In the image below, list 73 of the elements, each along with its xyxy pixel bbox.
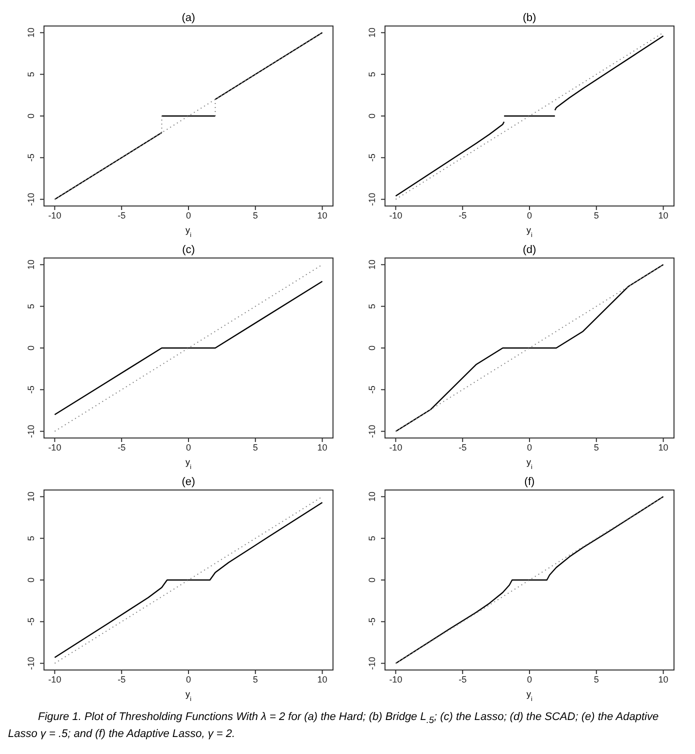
x-tick-label: -10 bbox=[48, 674, 61, 684]
x-tick-label: 10 bbox=[658, 210, 668, 220]
x-tick-label: -10 bbox=[388, 674, 402, 684]
y-tick-label: -5 bbox=[26, 154, 36, 162]
x-tick-label: -5 bbox=[117, 210, 126, 220]
y-tick-label: -10 bbox=[26, 192, 36, 206]
y-tick-label: 10 bbox=[26, 28, 36, 38]
y-tick-label: 0 bbox=[366, 577, 376, 583]
x-tick-label: 5 bbox=[252, 210, 258, 220]
x-tick-label: 5 bbox=[252, 674, 258, 684]
y-tick-label: 10 bbox=[366, 28, 376, 38]
y-tick-label: -10 bbox=[26, 424, 36, 438]
chart-title: (f) bbox=[524, 476, 534, 488]
y-tick-label: 0 bbox=[26, 577, 36, 583]
y-tick-label: 0 bbox=[366, 345, 376, 351]
y-tick-label: 5 bbox=[26, 536, 36, 541]
chart-title: (c) bbox=[182, 244, 194, 256]
x-tick-label: -10 bbox=[388, 442, 402, 452]
x-tick-label: -5 bbox=[458, 674, 466, 684]
y-tick-label: 5 bbox=[366, 304, 376, 309]
x-tick-label: 0 bbox=[185, 674, 191, 684]
y-tick-label: -10 bbox=[26, 656, 36, 670]
x-axis-title: y$_{i}$ bbox=[185, 457, 191, 470]
x-tick-label: 10 bbox=[316, 210, 327, 220]
y-tick-label: 0 bbox=[26, 345, 36, 351]
x-tick-label: -5 bbox=[117, 442, 126, 452]
x-tick-label: -5 bbox=[458, 210, 466, 220]
y-tick-label: 10 bbox=[366, 260, 376, 270]
y-tick-label: -10 bbox=[366, 424, 376, 438]
x-tick-label: -5 bbox=[458, 442, 466, 452]
chart-title: (b) bbox=[522, 12, 536, 24]
text: Figure 1. Plot of Thresholding Functions With λ = 2 for (a) the Hard; (b) Bridge L$_{.5}$; (c) the Lasso; (d) the SCAD; (e) the Adaptive Lasso γ = .5; and (f) the Adaptive Lasso, γ = 2. bbox=[8, 711, 659, 740]
y-tick-label: 10 bbox=[366, 492, 376, 502]
x-axis-title: y$_{i}$ bbox=[526, 225, 532, 238]
x-tick-label: 10 bbox=[316, 674, 327, 684]
x-tick-label: 0 bbox=[526, 210, 532, 220]
y-tick-label: 10 bbox=[26, 260, 36, 270]
y-tick-label: -5 bbox=[26, 386, 36, 394]
x-tick-label: 10 bbox=[658, 442, 668, 452]
x-tick-label: 0 bbox=[185, 210, 191, 220]
x-tick-label: 5 bbox=[593, 442, 598, 452]
x-tick-label: 5 bbox=[252, 442, 258, 452]
y-tick-label: 5 bbox=[26, 304, 36, 309]
x-tick-label: 0 bbox=[526, 442, 532, 452]
x-tick-label: 5 bbox=[593, 210, 598, 220]
x-tick-label: -10 bbox=[48, 210, 61, 220]
y-tick-label: 0 bbox=[26, 113, 36, 119]
chart-title: (a) bbox=[181, 12, 195, 24]
x-tick-label: 0 bbox=[526, 674, 532, 684]
x-axis-title: y$_{i}$ bbox=[185, 689, 191, 702]
x-tick-label: -5 bbox=[117, 674, 126, 684]
x-tick-label: 5 bbox=[593, 674, 598, 684]
x-tick-label: 0 bbox=[185, 442, 191, 452]
y-tick-label: 5 bbox=[366, 72, 376, 77]
x-tick-label: -10 bbox=[388, 210, 402, 220]
y-tick-label: -5 bbox=[26, 618, 36, 626]
chart-title: (d) bbox=[522, 244, 536, 256]
x-tick-label: 10 bbox=[658, 674, 668, 684]
x-axis-title: y$_{i}$ bbox=[526, 689, 532, 702]
y-tick-label: 5 bbox=[26, 72, 36, 77]
y-tick-label: 0 bbox=[366, 113, 376, 119]
y-tick-label: -5 bbox=[366, 386, 376, 394]
y-tick-label: -10 bbox=[366, 192, 376, 206]
x-tick-label: 10 bbox=[316, 442, 327, 452]
y-tick-label: -5 bbox=[366, 154, 376, 162]
y-tick-label: 10 bbox=[26, 492, 36, 502]
y-tick-label: -10 bbox=[366, 656, 376, 670]
y-tick-label: -5 bbox=[366, 618, 376, 626]
x-axis-title: y$_{i}$ bbox=[185, 225, 191, 238]
x-tick-label: -10 bbox=[48, 442, 61, 452]
y-tick-label: 5 bbox=[366, 536, 376, 541]
x-axis-title: y$_{i}$ bbox=[526, 457, 532, 470]
chart-title: (e) bbox=[181, 476, 195, 488]
